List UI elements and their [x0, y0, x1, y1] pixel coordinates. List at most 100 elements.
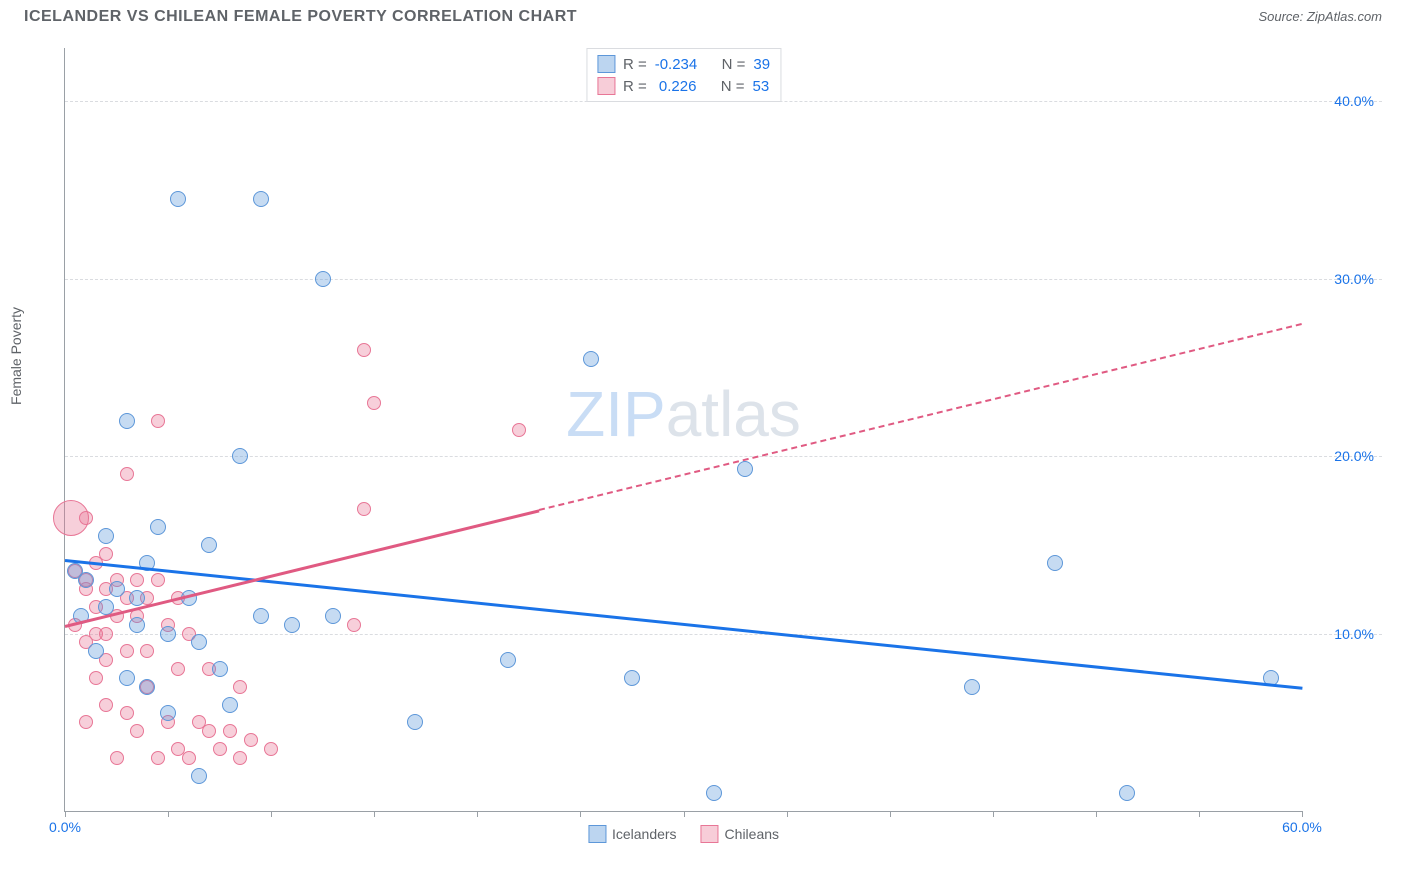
plot-region: R = -0.234 N = 39 R = 0.226 N = 53 ZIPat… [64, 48, 1302, 812]
gridline [65, 634, 1382, 635]
x-tick [890, 811, 891, 817]
r-value-icelanders: -0.234 [655, 56, 698, 73]
x-tick [993, 811, 994, 817]
n-value-icelanders: 39 [753, 56, 770, 73]
scatter-point-icelanders [624, 670, 640, 686]
scatter-point-chileans [512, 423, 526, 437]
swatch-chileans [597, 77, 615, 95]
x-tick [580, 811, 581, 817]
x-tick [168, 811, 169, 817]
y-tick-label: 20.0% [1334, 448, 1374, 464]
y-tick-label: 10.0% [1334, 626, 1374, 642]
scatter-point-icelanders [964, 679, 980, 695]
scatter-point-icelanders [170, 191, 186, 207]
scatter-point-icelanders [139, 679, 155, 695]
swatch-icelanders [597, 55, 615, 73]
scatter-point-chileans [223, 724, 237, 738]
n-label: N = [721, 78, 745, 95]
scatter-point-chileans [99, 627, 113, 641]
scatter-point-icelanders [737, 461, 753, 477]
scatter-point-chileans [79, 511, 93, 525]
scatter-point-chileans [244, 733, 258, 747]
r-value-chileans: 0.226 [655, 78, 697, 95]
legend-row-chileans: R = 0.226 N = 53 [597, 75, 770, 97]
source-label: Source: ZipAtlas.com [1258, 9, 1382, 24]
scatter-point-chileans [151, 573, 165, 587]
legend-label-icelanders: Icelanders [612, 826, 677, 842]
scatter-point-chileans [99, 547, 113, 561]
n-value-chileans: 53 [753, 78, 770, 95]
scatter-point-chileans [182, 751, 196, 765]
scatter-point-icelanders [119, 670, 135, 686]
legend-item-icelanders: Icelanders [588, 825, 677, 843]
scatter-point-chileans [140, 644, 154, 658]
scatter-point-icelanders [315, 271, 331, 287]
series-legend: Icelanders Chileans [588, 825, 779, 843]
scatter-point-icelanders [253, 191, 269, 207]
swatch-icelanders [588, 825, 606, 843]
scatter-point-icelanders [212, 661, 228, 677]
scatter-point-chileans [357, 502, 371, 516]
x-tick [65, 811, 66, 817]
scatter-point-chileans [357, 343, 371, 357]
x-tick [477, 811, 478, 817]
watermark-atlas: atlas [666, 378, 801, 450]
x-tick [374, 811, 375, 817]
trend-line-chile-extrapolated [539, 323, 1302, 511]
scatter-point-icelanders [253, 608, 269, 624]
scatter-point-chileans [151, 414, 165, 428]
scatter-point-icelanders [583, 351, 599, 367]
scatter-point-icelanders [706, 785, 722, 801]
x-tick [271, 811, 272, 817]
y-tick-label: 30.0% [1334, 271, 1374, 287]
scatter-point-chileans [213, 742, 227, 756]
scatter-point-icelanders [150, 519, 166, 535]
scatter-point-chileans [151, 751, 165, 765]
scatter-point-chileans [171, 662, 185, 676]
scatter-point-icelanders [119, 413, 135, 429]
gridline [65, 279, 1382, 280]
scatter-point-icelanders [160, 705, 176, 721]
scatter-point-icelanders [88, 643, 104, 659]
scatter-point-icelanders [129, 590, 145, 606]
n-label: N = [722, 56, 746, 73]
watermark: ZIPatlas [566, 377, 801, 451]
scatter-point-chileans [202, 724, 216, 738]
scatter-point-chileans [264, 742, 278, 756]
scatter-point-icelanders [500, 652, 516, 668]
scatter-point-chileans [79, 715, 93, 729]
scatter-point-icelanders [201, 537, 217, 553]
scatter-point-icelanders [191, 634, 207, 650]
scatter-point-chileans [130, 724, 144, 738]
r-label: R = [623, 56, 647, 73]
scatter-point-chileans [130, 573, 144, 587]
scatter-point-icelanders [1119, 785, 1135, 801]
scatter-point-chileans [367, 396, 381, 410]
scatter-point-icelanders [325, 608, 341, 624]
legend-row-icelanders: R = -0.234 N = 39 [597, 53, 770, 75]
x-tick [1199, 811, 1200, 817]
gridline [65, 456, 1382, 457]
x-tick [787, 811, 788, 817]
x-tick-label: 0.0% [49, 819, 81, 835]
scatter-point-icelanders [109, 581, 125, 597]
x-tick [684, 811, 685, 817]
scatter-point-icelanders [222, 697, 238, 713]
chart-area: Female Poverty R = -0.234 N = 39 R = 0.2… [24, 40, 1382, 852]
scatter-point-icelanders [160, 626, 176, 642]
correlation-legend: R = -0.234 N = 39 R = 0.226 N = 53 [586, 48, 781, 102]
scatter-point-icelanders [232, 448, 248, 464]
scatter-point-icelanders [78, 572, 94, 588]
scatter-point-chileans [99, 698, 113, 712]
scatter-point-chileans [120, 706, 134, 720]
r-label: R = [623, 78, 647, 95]
scatter-point-icelanders [98, 528, 114, 544]
scatter-point-chileans [120, 467, 134, 481]
scatter-point-chileans [233, 751, 247, 765]
scatter-point-chileans [347, 618, 361, 632]
scatter-point-icelanders [407, 714, 423, 730]
scatter-point-icelanders [129, 617, 145, 633]
watermark-zip: ZIP [566, 378, 666, 450]
x-tick [1302, 811, 1303, 817]
y-tick-label: 40.0% [1334, 93, 1374, 109]
